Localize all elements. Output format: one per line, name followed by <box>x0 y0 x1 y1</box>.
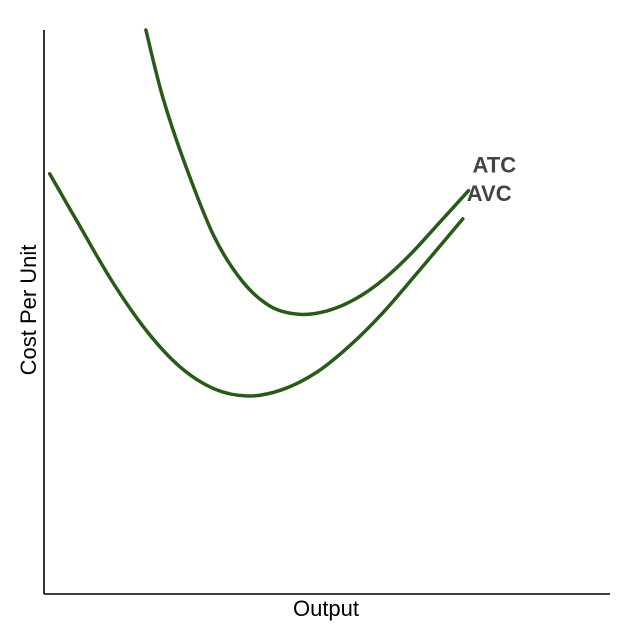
series-layer: ATC AVC <box>47 28 517 398</box>
x-axis-title: Output <box>293 596 359 621</box>
y-axis-title: Cost Per Unit <box>16 245 41 376</box>
series-atc-label: ATC <box>473 153 517 178</box>
series-atc-line <box>144 28 471 317</box>
series-avc-label: AVC <box>467 181 512 206</box>
series-avc-line <box>47 172 465 398</box>
